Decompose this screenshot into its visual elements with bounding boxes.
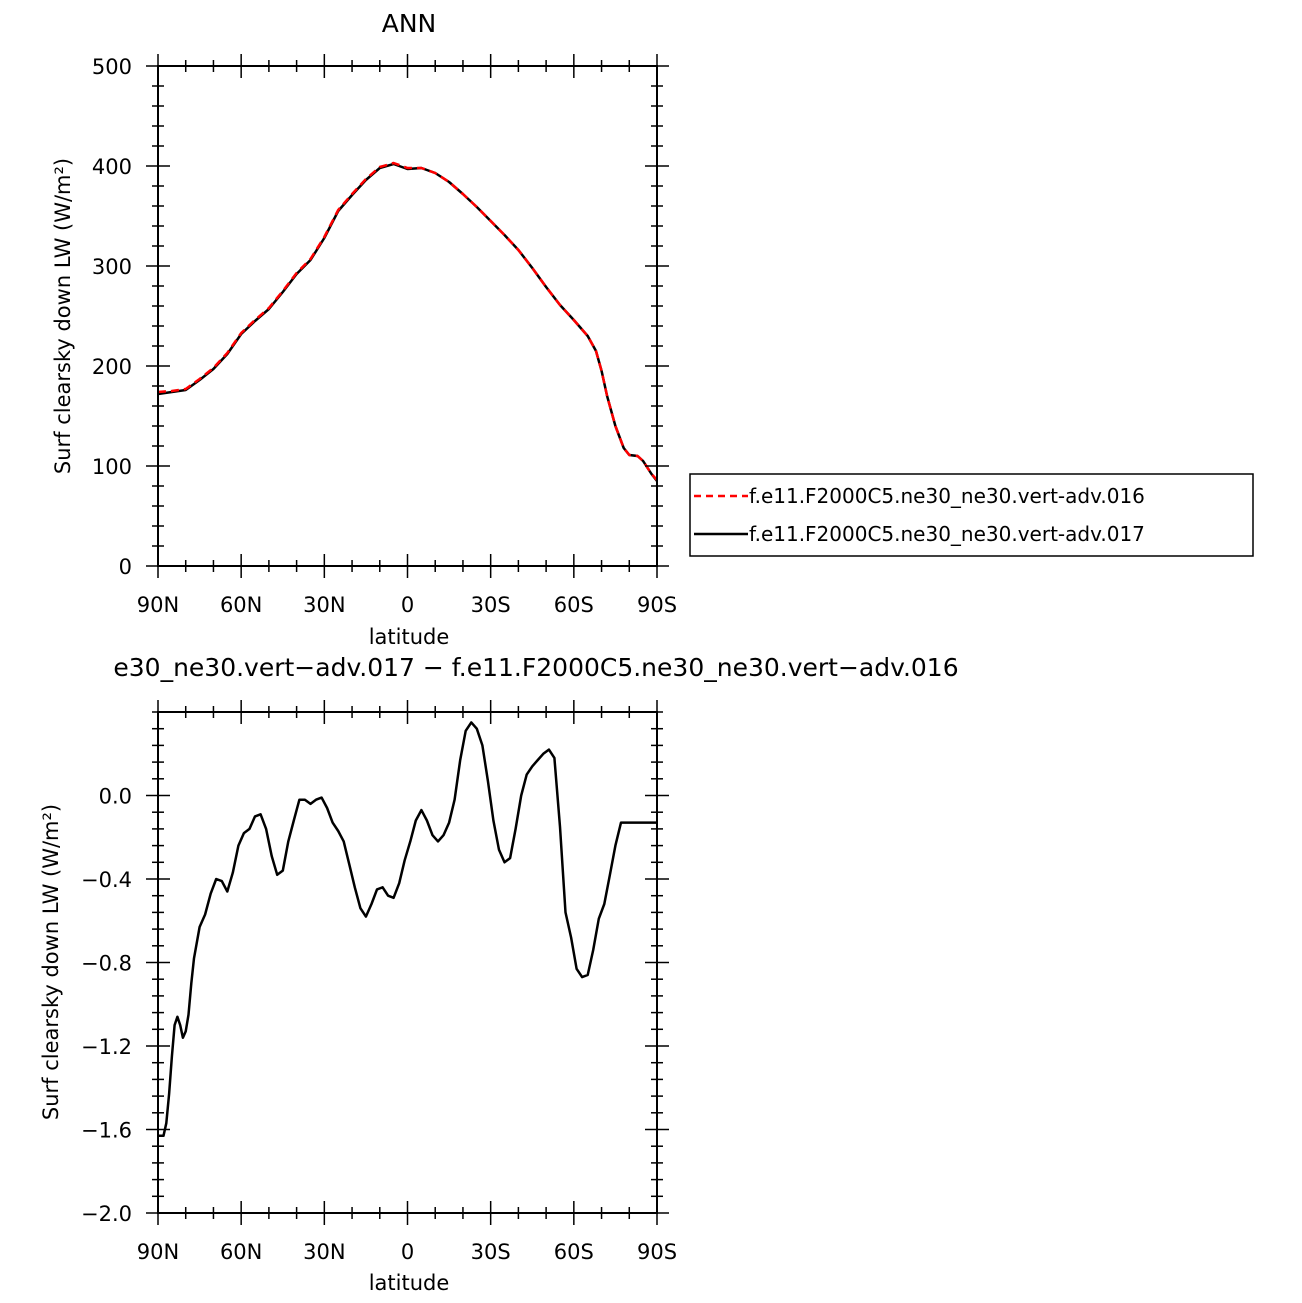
y-tick-label: 200 [92, 355, 132, 379]
x-tick-label: 30S [471, 1240, 511, 1264]
top-chart-frame [157, 65, 658, 567]
y-tick-label: −0.8 [81, 952, 132, 976]
x-tick-label: 60S [554, 593, 594, 617]
x-tick-label: 90S [637, 593, 677, 617]
x-tick-label: 90S [637, 1240, 677, 1264]
legend-label-017: f.e11.F2000C5.ne30_ne30.vert-adv.017 [749, 522, 1145, 546]
x-tick-label: 30S [471, 593, 511, 617]
x-tick-label: 60N [220, 593, 262, 617]
top-chart-ticks: 90N 60N 30N 0 30S 60S 90S 0 100 200 300 400 500 [92, 54, 677, 617]
x-tick-label: 0 [401, 593, 414, 617]
y-tick-label: −0.4 [81, 868, 132, 892]
series-line [157, 161, 658, 481]
bottom-chart: e30_ne30.vert−adv.017 − f.e11.F2000C5.ne… [39, 653, 959, 1295]
bottom-chart-frame [157, 711, 658, 1214]
legend-box [689, 473, 1254, 557]
bottom-chart-xlabel: latitude [369, 1271, 450, 1295]
y-tick-label: 400 [92, 155, 132, 179]
x-tick-label: 30N [303, 1240, 345, 1264]
y-tick-label: −1.6 [81, 1119, 132, 1143]
series-line [158, 721, 657, 1138]
top-chart-series [157, 161, 658, 482]
x-tick-label: 60N [220, 1240, 262, 1264]
legend: f.e11.F2000C5.ne30_ne30.vert-adv.016 f.e… [689, 473, 1254, 557]
y-tick-label: −1.2 [81, 1035, 132, 1059]
bottom-chart-title: e30_ne30.vert−adv.017 − f.e11.F2000C5.ne… [113, 653, 958, 682]
x-tick-label: 0 [401, 1240, 414, 1264]
x-tick-label: 60S [554, 1240, 594, 1264]
x-tick-label: 90N [137, 1240, 179, 1264]
top-chart-ylabel: Surf clearsky down LW (W/m²) [51, 158, 75, 474]
y-tick-label: 100 [92, 455, 132, 479]
top-chart-title: ANN [382, 9, 437, 38]
series-line [157, 162, 658, 482]
x-tick-label: 90N [137, 593, 179, 617]
bottom-chart-ticks: 90N 60N 30N 0 30S 60S 90S 0.0 −0.4 −0.8 −1.2 −1.6 −2… [81, 700, 677, 1264]
y-tick-label: −2.0 [81, 1202, 132, 1226]
legend-label-016: f.e11.F2000C5.ne30_ne30.vert-adv.016 [749, 484, 1145, 508]
y-tick-label: 0.0 [99, 785, 132, 809]
y-tick-label: 500 [92, 55, 132, 79]
top-chart-xlabel: latitude [369, 625, 450, 649]
x-tick-label: 30N [303, 593, 345, 617]
y-tick-label: 300 [92, 255, 132, 279]
y-tick-label: 0 [119, 555, 132, 579]
bottom-chart-ylabel: Surf clearsky down LW (W/m²) [39, 804, 63, 1120]
bottom-chart-series [158, 721, 657, 1138]
top-chart: ANN 90N 60N 30N 0 30S 60S 90S0100200300400500 … [51, 9, 1254, 649]
